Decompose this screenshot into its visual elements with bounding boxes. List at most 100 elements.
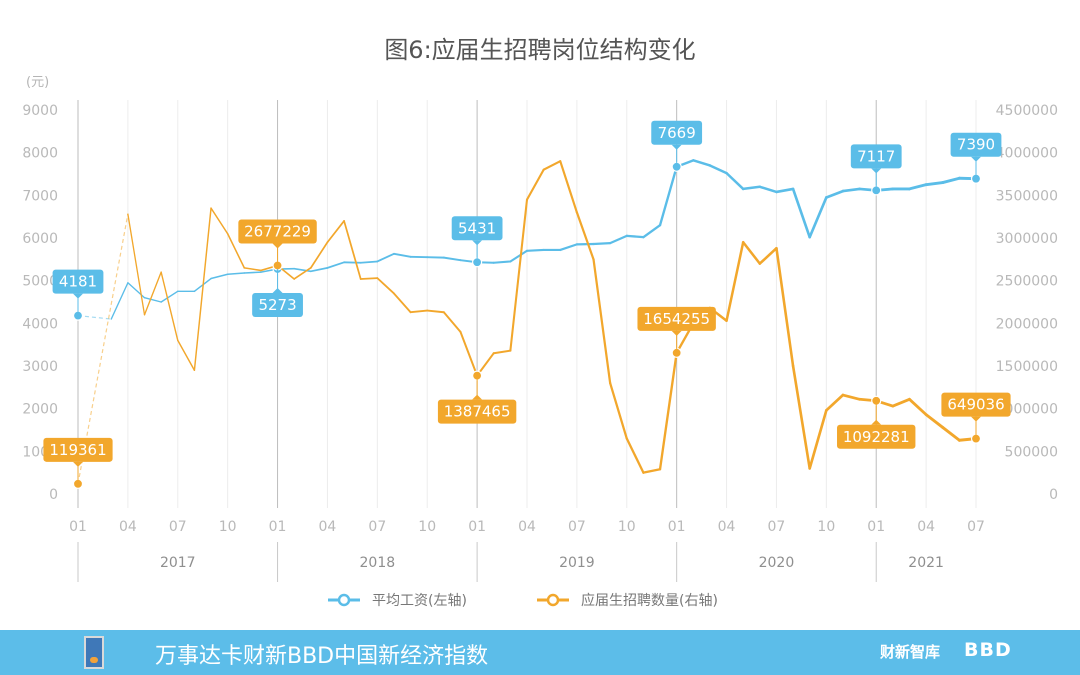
label-pointer — [671, 144, 682, 150]
label-box — [451, 216, 503, 241]
left-tick-label: 4000 — [22, 316, 58, 332]
data-label: 7117 — [857, 147, 895, 165]
series-line-segment — [326, 220, 345, 244]
series-line-segment — [509, 198, 529, 352]
label-box — [651, 120, 703, 145]
series-line-segment — [492, 349, 512, 355]
series-line-segment — [127, 213, 146, 316]
series-line-segment — [525, 168, 545, 201]
label-box — [252, 293, 303, 318]
series-line-segment — [110, 282, 129, 320]
label-box — [837, 424, 916, 449]
series-line-segment — [143, 271, 162, 316]
series-line-segment — [642, 224, 662, 239]
series-line-segment — [791, 364, 812, 470]
right-tick-label: 4500000 — [996, 103, 1058, 119]
data-label: 5431 — [458, 219, 496, 237]
x-tick-label: 10 — [219, 519, 237, 535]
right-tick-label: 500000 — [1005, 444, 1058, 460]
data-label: 7669 — [658, 124, 696, 142]
label-pointer — [73, 293, 83, 299]
left-tick-label: 5000 — [22, 274, 58, 290]
x-tick-label: 07 — [169, 519, 187, 535]
label-box — [950, 132, 1002, 157]
series-line-segment — [791, 187, 812, 239]
x-tick-label: 10 — [418, 519, 436, 535]
data-labels: 4181 5273 5431 7669 7117 7390 119361 2677229 138… — [43, 120, 1011, 484]
line-chart: 图6:应届生招聘岗位结构变化 (元) 010002000300040005000… — [22, 36, 1058, 609]
legend-label: 应届生招聘数量(右轴) — [581, 592, 718, 609]
data-label: 649036 — [947, 396, 1004, 414]
right-tick-label: 0 — [1049, 487, 1058, 503]
series-line-segment — [775, 187, 795, 194]
legend: 平均工资(左轴) 应届生招聘数量(右轴) — [328, 592, 718, 609]
label-box — [437, 399, 517, 424]
series-line-segment — [309, 241, 329, 269]
x-tick-label: 07 — [768, 519, 786, 535]
left-tick-label: 9000 — [22, 103, 58, 119]
right-tick-label: 4000000 — [996, 146, 1058, 162]
data-label: 1092281 — [843, 428, 910, 446]
series-line-segment — [592, 241, 612, 246]
left-tick-label: 7000 — [22, 188, 58, 204]
year-label: 2017 — [160, 555, 196, 571]
data-label: 1654255 — [643, 310, 710, 328]
series-line-lead — [77, 315, 112, 320]
series-line-segment — [758, 246, 778, 265]
series-line-segment — [442, 256, 462, 262]
series-line-segment — [725, 171, 745, 191]
data-label: 5273 — [258, 296, 296, 314]
legend-swatch-marker — [546, 593, 560, 607]
series-line-segment — [725, 241, 745, 323]
left-tick-label: 3000 — [22, 359, 58, 375]
brand-logo-bbd: BBD — [964, 639, 1012, 661]
right-tick-label: 3500000 — [996, 188, 1058, 204]
series-line-segment — [210, 273, 229, 280]
left-tick-label: 8000 — [22, 146, 58, 162]
brand-logo-caixin: 财新智库 — [880, 643, 941, 661]
series-line-segment — [642, 468, 662, 474]
year-label: 2018 — [360, 555, 396, 571]
series-line-segment — [758, 185, 778, 194]
series-line-segment — [775, 246, 795, 368]
series-line-segment — [343, 220, 362, 280]
label-box — [52, 269, 104, 294]
label-pointer — [871, 419, 882, 425]
series-line-segment — [160, 271, 179, 342]
x-tick-label: 04 — [119, 519, 137, 535]
data-label: 4181 — [59, 273, 97, 291]
right-tick-label: 1500000 — [996, 359, 1058, 375]
series-line-segment — [525, 248, 545, 252]
label-pointer — [472, 394, 483, 400]
series-line-segment — [359, 277, 379, 280]
year-label: 2021 — [908, 555, 944, 571]
series-line-segment — [941, 176, 961, 184]
label-pointer — [671, 330, 682, 336]
series-line-segment — [226, 272, 246, 276]
chart-title: 图6:应届生招聘岗位结构变化 — [384, 36, 695, 64]
year-label: 2019 — [559, 555, 595, 571]
label-box — [637, 306, 716, 331]
series-line-segment — [824, 189, 845, 199]
series-line-segment — [442, 311, 462, 333]
series-line-segment — [359, 260, 379, 264]
series-line-segment — [808, 196, 828, 239]
series-line-segment — [841, 187, 861, 193]
series-line-segment — [575, 211, 595, 261]
series-line-segment — [559, 160, 578, 214]
series-line-segment — [160, 290, 179, 303]
legend-label: 平均工资(左轴) — [372, 593, 467, 609]
label-pointer — [871, 168, 882, 174]
series-line-segment — [692, 159, 712, 167]
left-axis-unit: (元) — [26, 75, 49, 90]
label-pointer — [272, 243, 283, 249]
x-tick-label: 01 — [468, 519, 486, 535]
series-line-segment — [924, 181, 945, 187]
series-line-segment — [459, 330, 479, 377]
x-tick-label: 07 — [568, 519, 586, 535]
series-line-segment — [658, 165, 678, 227]
x-tick-label: 01 — [867, 519, 885, 535]
x-tick-label: 01 — [668, 519, 686, 535]
series-line-segment — [426, 309, 445, 314]
